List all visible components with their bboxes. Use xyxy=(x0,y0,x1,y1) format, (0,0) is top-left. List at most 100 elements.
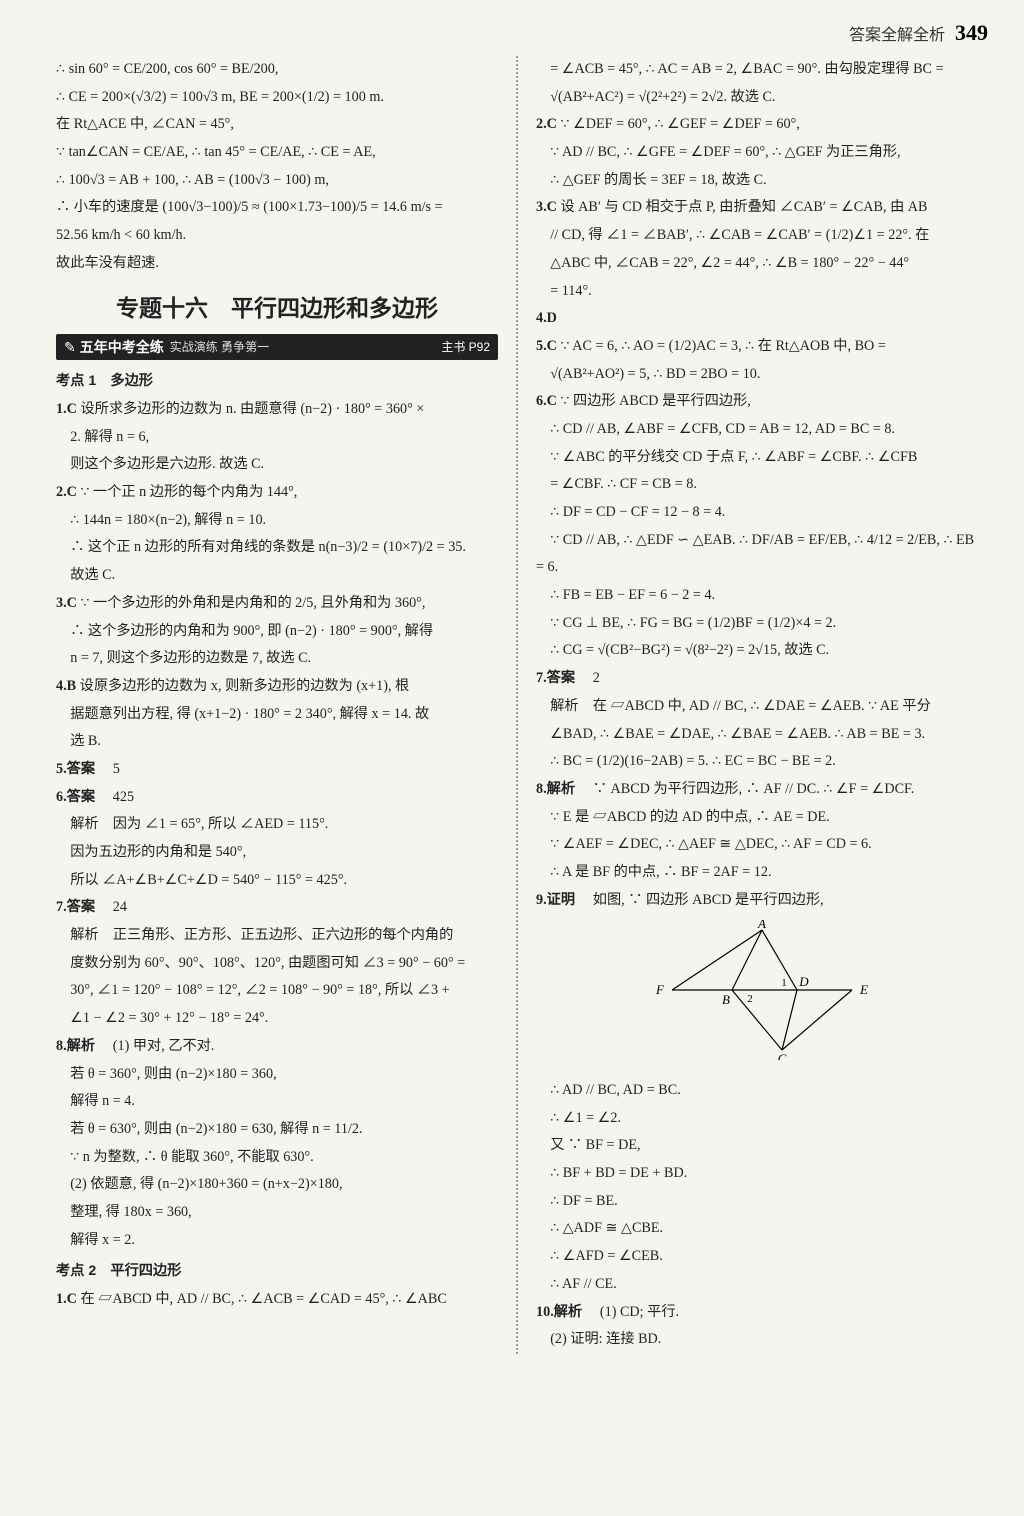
answer-label: 8.解析 xyxy=(536,781,575,797)
q9r-line: ∴ BF + BD = DE + BD. xyxy=(536,1160,978,1188)
q-num: 1.C xyxy=(56,1291,77,1307)
kaodian-title: 考点 1 多边形 xyxy=(56,368,498,396)
q-para-1: 1.C 在 ▱ABCD 中, AD // BC, ∴ ∠ACB = ∠CAD =… xyxy=(56,1286,498,1314)
q3r-line: = 114°. xyxy=(536,278,978,306)
q-text: ∵ 四边形 ABCD 是平行四边形, xyxy=(560,393,750,409)
q9r-line: ∴ △ADF ≅ △CBE. xyxy=(536,1215,978,1243)
q-text: ∵ 一个正 n 边形的每个内角为 144°, xyxy=(80,484,297,500)
cont-line: √(AB²+AC²) = √(2²+2²) = 2√2. 故选 C. xyxy=(536,84,978,112)
q3r-line: // CD, 得 ∠1 = ∠BAB′, ∴ ∠CAB = ∠CAB′ = (1… xyxy=(536,222,978,250)
q8r-line: ∵ E 是 ▱ABCD 的边 AD 的中点, ∴ AE = DE. xyxy=(536,804,978,832)
q-num: 4.D xyxy=(536,310,557,326)
q8r: 8.解析 ∵ ABCD 为平行四边形, ∴ AF // DC. ∴ ∠F = ∠… xyxy=(536,776,978,804)
diagram-label: 2 xyxy=(747,993,753,1005)
pre-line: 52.56 km/h < 60 km/h. xyxy=(56,222,498,250)
topic-title: 专题十六 平行四边形和多边形 xyxy=(56,286,498,331)
q9r-line: ∴ DF = BE. xyxy=(536,1188,978,1216)
q10r-line: (1) CD; 平行. xyxy=(600,1304,679,1320)
q-num: 4.B xyxy=(56,678,76,694)
q-text: 设原多边形的边数为 x, 则新多边形的边数为 (x+1), 根 xyxy=(80,678,410,694)
q8r-line: ∵ ∠AEF = ∠DEC, ∴ △AEF ≅ △DEC, ∴ AF = CD … xyxy=(536,831,978,859)
q8: 8.解析 (1) 甲对, 乙不对. xyxy=(56,1033,498,1061)
q8-line: 解得 n = 4. xyxy=(56,1088,498,1116)
q7-line: ∠1 − ∠2 = 30° + 12° − 18° = 24°. xyxy=(56,1005,498,1033)
q-text: 设 AB′ 与 CD 相交于点 P, 由折叠知 ∠CAB′ = ∠CAB, 由 … xyxy=(560,199,927,215)
q2r: 2.C ∵ ∠DEF = 60°, ∴ ∠GEF = ∠DEF = 60°, xyxy=(536,111,978,139)
q6r-line: ∵ CG ⊥ BE, ∴ FG = BG = (1/2)BF = (1/2)×4… xyxy=(536,610,978,638)
pre-line: ∴ sin 60° = CE/200, cos 60° = BE/200, xyxy=(56,56,498,84)
q2: 2.C ∵ 一个正 n 边形的每个内角为 144°, xyxy=(56,479,498,507)
q2-line: ∴ 144n = 180×(n−2), 解得 n = 10. xyxy=(56,507,498,535)
q-text: ∵ ∠DEF = 60°, ∴ ∠GEF = ∠DEF = 60°, xyxy=(560,116,799,132)
q1-line: 2. 解得 n = 6, xyxy=(56,424,498,452)
cont-line: = ∠ACB = 45°, ∴ AC = AB = 2, ∠BAC = 90°.… xyxy=(536,56,978,84)
banner-right: 主书 P92 xyxy=(441,336,490,359)
q6r-line: ∴ CG = √(CB²−BG²) = √(8²−2²) = 2√15, 故选 … xyxy=(536,637,978,665)
q10r: 10.解析 (1) CD; 平行. xyxy=(536,1299,978,1327)
q-num: 3.C xyxy=(536,199,557,215)
left-column: ∴ sin 60° = CE/200, cos 60° = BE/200, ∴ … xyxy=(46,56,518,1354)
q6-line: 解析 因为 ∠1 = 65°, 所以 ∠AED = 115°. xyxy=(56,811,498,839)
q7r-line: ∠BAD, ∴ ∠BAE = ∠DAE, ∴ ∠BAE = ∠AEB. ∴ AB… xyxy=(536,721,978,749)
page: 答案全解全析 349 ∴ sin 60° = CE/200, cos 60° =… xyxy=(0,0,1024,1384)
answer-label: 9.证明 xyxy=(536,892,575,908)
q8-line: (2) 依题意, 得 (n−2)×180+360 = (n+x−2)×180, xyxy=(56,1171,498,1199)
q7r-line: 解析 在 ▱ABCD 中, AD // BC, ∴ ∠DAE = ∠AEB. ∵… xyxy=(536,693,978,721)
answer-label: 6.答案 xyxy=(56,789,95,805)
q9r-line: 又 ∵ BF = DE, xyxy=(536,1132,978,1160)
q4-line: 选 B. xyxy=(56,728,498,756)
q9r-line: ∴ ∠1 = ∠2. xyxy=(536,1105,978,1133)
q1: 1.C 设所求多边形的边数为 n. 由题意得 (n−2) · 180° = 36… xyxy=(56,396,498,424)
q10r-line: (2) 证明: 连接 BD. xyxy=(536,1326,978,1354)
q-text: 设所求多边形的边数为 n. 由题意得 (n−2) · 180° = 360° × xyxy=(80,401,424,417)
diagram-label: D xyxy=(798,974,809,989)
q3r: 3.C 设 AB′ 与 CD 相交于点 P, 由折叠知 ∠CAB′ = ∠CAB… xyxy=(536,194,978,222)
diagram-svg: A B C D E F 1 2 xyxy=(632,920,882,1060)
q6r-line: ∵ CD // AB, ∴ △EDF ∽ △EAB. ∴ DF/AB = EF/… xyxy=(536,527,978,582)
q-num: 5.C xyxy=(536,338,557,354)
diagram-label: 1 xyxy=(781,977,787,989)
q-num: 6.C xyxy=(536,393,557,409)
q9r-line: ∴ ∠AFD = ∠CEB. xyxy=(536,1243,978,1271)
pre-line: ∴ CE = 200×(√3/2) = 100√3 m, BE = 200×(1… xyxy=(56,84,498,112)
banner-sub: 实战演练 勇争第一 xyxy=(170,336,269,359)
answer-label: 5.答案 xyxy=(56,761,95,777)
diagram-label: B xyxy=(722,992,730,1007)
q5: 5.答案 5 xyxy=(56,756,498,784)
q9r-line: 如图, ∵ 四边形 ABCD 是平行四边形, xyxy=(593,892,824,908)
q7r-line: ∴ BC = (1/2)(16−2AB) = 5. ∴ EC = BC − BE… xyxy=(536,748,978,776)
q2-line: 故选 C. xyxy=(56,562,498,590)
q9r: 9.证明 如图, ∵ 四边形 ABCD 是平行四边形, xyxy=(536,887,978,915)
pre-line: ∴ 100√3 = AB + 100, ∴ AB = (100√3 − 100)… xyxy=(56,167,498,195)
q3: 3.C ∵ 一个多边形的外角和是内角和的 2/5, 且外角和为 360°, xyxy=(56,590,498,618)
q8-line: 若 θ = 360°, 则由 (n−2)×180 = 360, xyxy=(56,1061,498,1089)
q3r-line: △ABC 中, ∠CAB = 22°, ∠2 = 44°, ∴ ∠B = 180… xyxy=(536,250,978,278)
q8-line: ∵ n 为整数, ∴ θ 能取 360°, 不能取 630°. xyxy=(56,1144,498,1172)
q6-line: 所以 ∠A+∠B+∠C+∠D = 540° − 115° = 425°. xyxy=(56,867,498,895)
answer-label: 7.答案 xyxy=(56,899,95,915)
q7-line: 30°, ∠1 = 120° − 108° = 12°, ∠2 = 108° −… xyxy=(56,977,498,1005)
q7-line: 解析 正三角形、正方形、正五边形、正六边形的每个内角的 xyxy=(56,922,498,950)
page-number: 349 xyxy=(955,20,988,45)
q-text: ∵ AC = 6, ∴ AO = (1/2)AC = 3, ∴ 在 Rt△AOB… xyxy=(560,338,885,354)
q3-line: n = 7, 则这个多边形的边数是 7, 故选 C. xyxy=(56,645,498,673)
q-text: 在 ▱ABCD 中, AD // BC, ∴ ∠ACB = ∠CAD = 45°… xyxy=(80,1291,446,1307)
q8-line: 若 θ = 630°, 则由 (n−2)×180 = 630, 解得 n = 1… xyxy=(56,1116,498,1144)
q2r-line: ∴ △GEF 的周长 = 3EF = 18, 故选 C. xyxy=(536,167,978,195)
q8-line: 整理, 得 180x = 360, xyxy=(56,1199,498,1227)
geometry-diagram: A B C D E F 1 2 xyxy=(536,920,978,1071)
pencil-icon: ✎ xyxy=(64,334,76,361)
q3-line: ∴ 这个多边形的内角和为 900°, 即 (n−2) · 180° = 900°… xyxy=(56,618,498,646)
answer-label: 7.答案 xyxy=(536,670,575,686)
pre-line: 在 Rt△ACE 中, ∠CAN = 45°, xyxy=(56,111,498,139)
q4-line: 据题意列出方程, 得 (x+1−2) · 180° = 2 340°, 解得 x… xyxy=(56,701,498,729)
q8-line: (1) 甲对, 乙不对. xyxy=(113,1038,215,1054)
answer-value: 2 xyxy=(593,670,600,686)
answer-value: 24 xyxy=(113,899,127,915)
page-header: 答案全解全析 349 xyxy=(46,20,988,46)
pre-line: ∵ tan∠CAN = CE/AE, ∴ tan 45° = CE/AE, ∴ … xyxy=(56,139,498,167)
columns: ∴ sin 60° = CE/200, cos 60° = BE/200, ∴ … xyxy=(46,56,988,1354)
q7r: 7.答案 2 xyxy=(536,665,978,693)
pre-line: ∴ 小车的速度是 (100√3−100)/5 ≈ (100×1.73−100)/… xyxy=(56,194,498,222)
q9r-line: ∴ AF // CE. xyxy=(536,1271,978,1299)
